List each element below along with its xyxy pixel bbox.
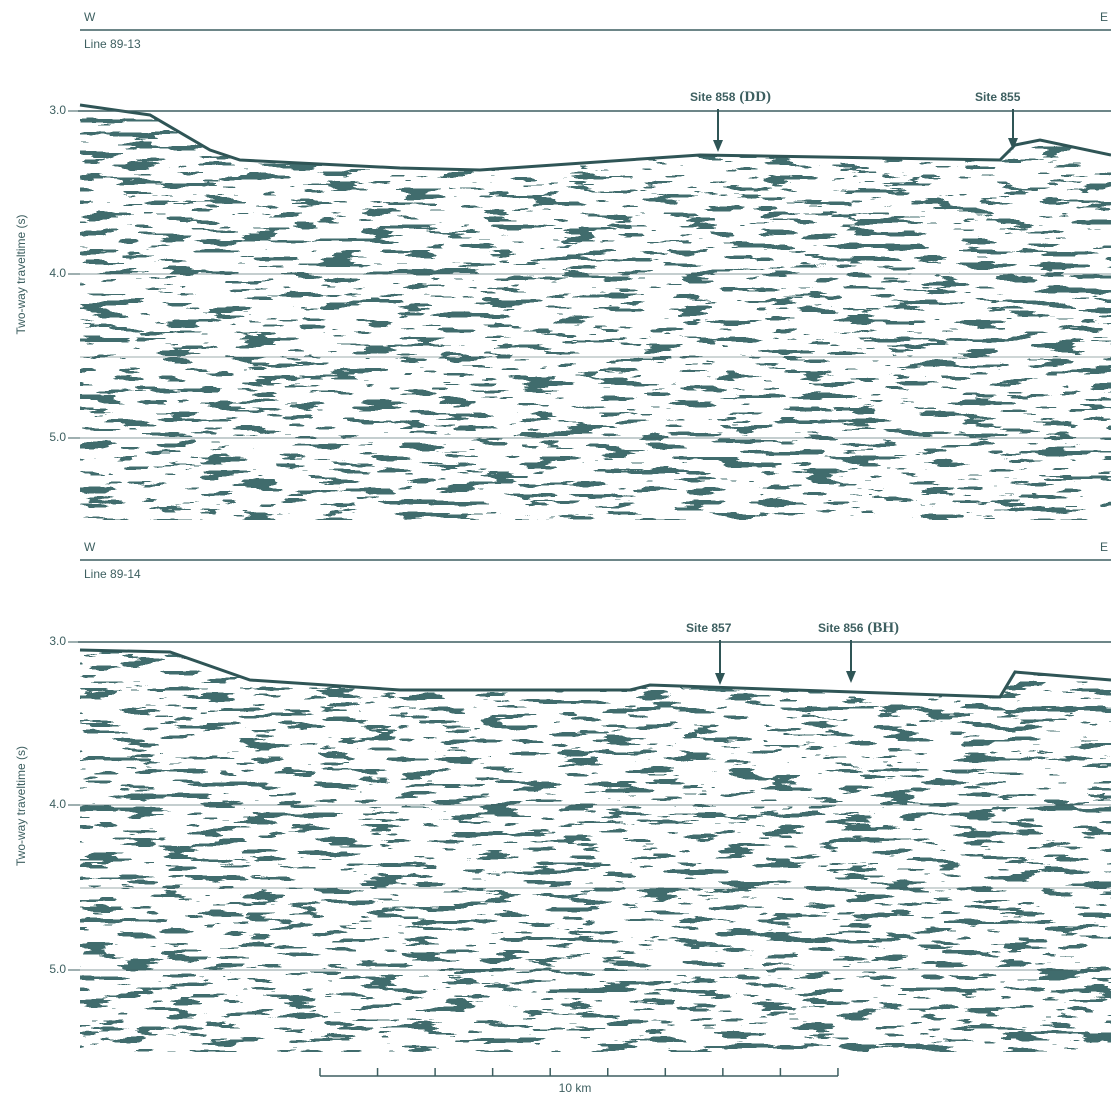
y-tick-label: 5.0 [49, 962, 66, 976]
site-name: Site 856 [818, 621, 864, 635]
y-tick-label: 3.0 [49, 103, 66, 117]
panel: W E Line 89-13 3.0 4.0 5.0 Two-way traveltime … [14, 10, 1111, 520]
site-note: (DD) [739, 89, 771, 105]
site-label: Site 857 [686, 621, 732, 635]
site-name: Site 858 [690, 90, 736, 104]
site-name: Site 855 [975, 90, 1021, 104]
panels: W E Line 89-13 3.0 4.0 5.0 Two-way traveltime … [14, 10, 1111, 1052]
site-label: Site 856(BH) [818, 620, 899, 636]
site-note: (BH) [867, 620, 899, 636]
seismic-section [80, 101, 1111, 520]
scale-label: 10 km [559, 1081, 592, 1095]
line-label: Line 89-13 [84, 37, 141, 51]
y-tick-label: 5.0 [49, 430, 66, 444]
west-label: W [84, 10, 96, 24]
scale-bar [320, 1068, 838, 1076]
east-label: E [1100, 10, 1108, 24]
y-axis-label: Two-way traveltime (s) [14, 746, 28, 866]
y-tick-label: 4.0 [49, 797, 66, 811]
east-label: E [1100, 540, 1108, 554]
y-tick-label: 4.0 [49, 266, 66, 280]
site-name: Site 857 [686, 621, 732, 635]
west-label: W [84, 540, 96, 554]
line-label: Line 89-14 [84, 567, 141, 581]
panel: W E Line 89-14 3.0 4.0 5.0 Two-way traveltime … [14, 540, 1111, 1052]
site-label: Site 858(DD) [690, 89, 771, 105]
figure: W E Line 89-13 3.0 4.0 5.0 Two-way traveltime … [0, 0, 1111, 1100]
y-tick-label: 3.0 [49, 634, 66, 648]
site-label: Site 855 [975, 90, 1021, 104]
y-axis-label: Two-way traveltime (s) [14, 214, 28, 334]
